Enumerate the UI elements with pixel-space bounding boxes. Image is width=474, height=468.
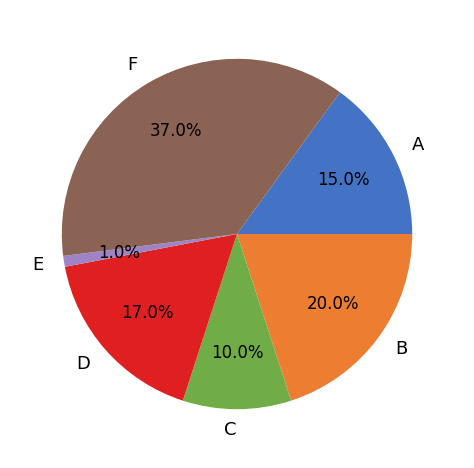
Text: 15.0%: 15.0% (317, 171, 369, 189)
Wedge shape (63, 234, 237, 267)
Text: 37.0%: 37.0% (150, 123, 202, 140)
Text: C: C (225, 421, 237, 439)
Text: 1.0%: 1.0% (98, 244, 140, 262)
Wedge shape (237, 234, 412, 401)
Text: 17.0%: 17.0% (121, 304, 174, 322)
Text: 20.0%: 20.0% (307, 295, 360, 313)
Text: 10.0%: 10.0% (211, 344, 263, 362)
Wedge shape (237, 92, 412, 234)
Text: D: D (76, 355, 90, 373)
Wedge shape (62, 59, 340, 256)
Text: B: B (396, 340, 408, 358)
Text: F: F (127, 56, 137, 74)
Wedge shape (65, 234, 237, 401)
Text: E: E (32, 256, 43, 274)
Text: A: A (412, 136, 424, 154)
Wedge shape (183, 234, 291, 409)
